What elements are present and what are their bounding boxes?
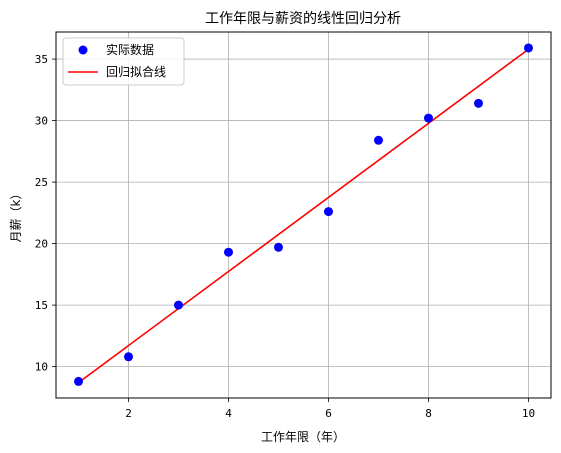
data-point bbox=[524, 43, 533, 53]
chart-title: 工作年限与薪资的线性回归分析 bbox=[205, 10, 401, 27]
data-point bbox=[74, 376, 83, 386]
scatter-series bbox=[74, 43, 533, 386]
data-point bbox=[274, 242, 283, 252]
legend-scatter-marker bbox=[78, 45, 88, 55]
x-axis-label: 工作年限（年） bbox=[261, 430, 345, 444]
data-point bbox=[424, 113, 433, 123]
data-point bbox=[224, 247, 233, 257]
legend-label-scatter: 实际数据 bbox=[106, 42, 154, 57]
x-tick-label: 8 bbox=[425, 407, 432, 420]
y-tick-label: 20 bbox=[35, 238, 48, 251]
y-axis-label: 月薪（k） bbox=[9, 188, 23, 243]
y-tick-label: 25 bbox=[35, 176, 48, 189]
axis-ticks: 2 4 6 8 10 10 15 20 25 30 35 bbox=[35, 53, 535, 420]
legend-label-line: 回归拟合线 bbox=[106, 64, 166, 79]
data-point bbox=[124, 352, 133, 362]
x-tick-label: 2 bbox=[125, 407, 132, 420]
data-point bbox=[324, 207, 333, 217]
plot-frame bbox=[55, 31, 552, 399]
data-point bbox=[474, 98, 483, 108]
data-point bbox=[174, 300, 183, 310]
x-tick-label: 4 bbox=[225, 407, 232, 420]
legend-box bbox=[62, 37, 185, 86]
y-tick-label: 10 bbox=[35, 361, 48, 374]
y-tick-label: 35 bbox=[35, 53, 48, 66]
x-tick-label: 6 bbox=[325, 407, 332, 420]
legend: 实际数据 回归拟合线 bbox=[62, 37, 185, 86]
data-point bbox=[374, 135, 383, 145]
x-tick-label: 10 bbox=[522, 407, 535, 420]
y-tick-label: 15 bbox=[35, 299, 48, 312]
regression-line bbox=[78, 48, 529, 384]
regression-series bbox=[78, 48, 529, 384]
y-tick-label: 30 bbox=[35, 115, 48, 128]
